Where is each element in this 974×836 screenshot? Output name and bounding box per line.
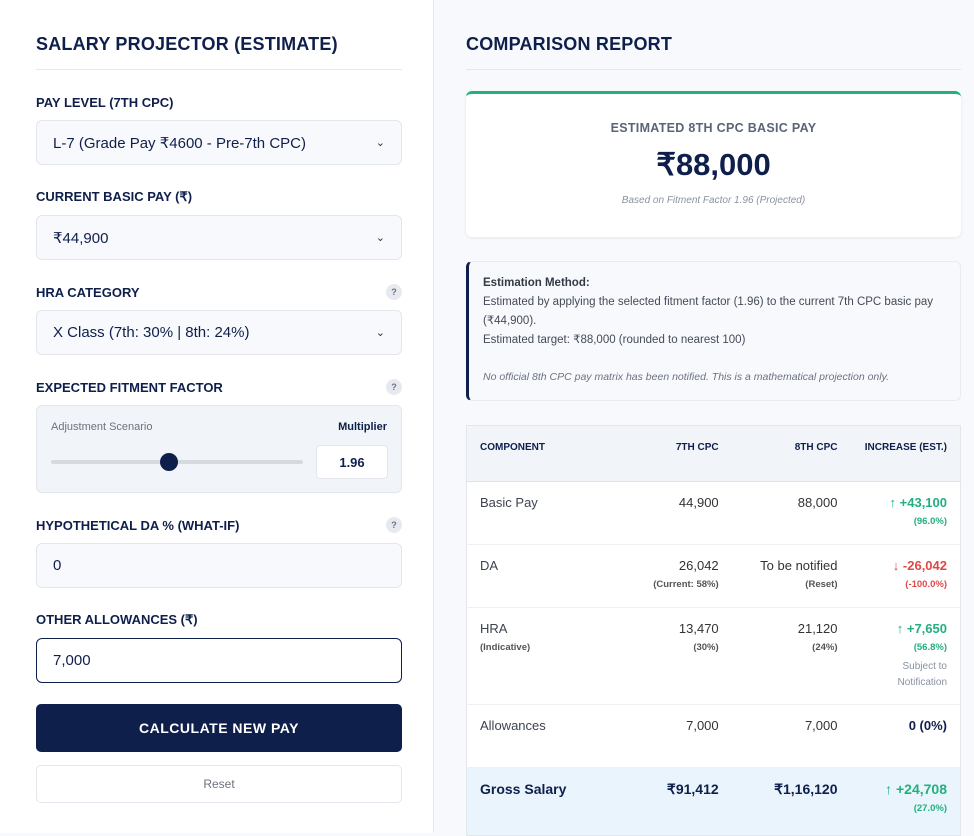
method-heading: Estimation Method: [483, 277, 590, 289]
help-icon[interactable]: ? [386, 517, 402, 533]
increase-pct: (-100.0%) [905, 579, 947, 590]
comparison-table: COMPONENT 7TH CPC 8TH CPC INCREASE (EST.… [466, 425, 961, 836]
label-text: EXPECTED FITMENT FACTOR [36, 379, 223, 395]
reset-button[interactable]: Reset [36, 765, 402, 803]
method-line: Estimated by applying the selected fitme… [483, 296, 934, 327]
fitment-factor-box: Adjustment Scenario Multiplier 1.96 [36, 405, 402, 493]
col-7th: 7TH CPC [626, 425, 732, 482]
hra-category-label: HRA CATEGORY? [36, 284, 402, 300]
cell-name: HRA (Indicative) [466, 607, 627, 705]
cell-name: Gross Salary [466, 767, 627, 836]
card-title: ESTIMATED 8TH CPC BASIC PAY [610, 121, 817, 135]
increase-value: ↓ -26,042 [892, 558, 947, 573]
basic-pay-select[interactable]: ₹44,900 ⌄ [36, 215, 402, 260]
table-row: HRA (Indicative) 13,470 (30%) 21,120 (24%) … [466, 607, 961, 705]
pay-level-select[interactable]: L-7 (Grade Pay ₹4600 - Pre-7th CPC) ⌄ [36, 120, 402, 165]
notification-note: Subject to Notification [897, 661, 947, 688]
subtext: (24%) [812, 642, 838, 653]
selected-value: X Class (7th: 30% | 8th: 24%) [53, 324, 250, 341]
cell-increase: ↑ +43,100 (96.0%) [850, 481, 961, 545]
cell-7th: 13,470 (30%) [626, 607, 732, 705]
report-title: COMPARISON REPORT [466, 34, 961, 70]
estimated-pay-value: ₹88,000 [656, 147, 771, 182]
label-text: OTHER ALLOWANCES (₹) [36, 612, 198, 627]
table-row: Basic Pay 44,900 88,000 ↑ +43,100 (96.0%) [466, 481, 961, 545]
cell-increase: 0 (0%) [850, 704, 961, 768]
table-row: DA 26,042 (Current: 58%) To be notified (R… [466, 544, 961, 608]
basic-pay-label: CURRENT BASIC PAY (₹) [36, 189, 402, 205]
allowances-input[interactable]: 7,000 [36, 638, 402, 683]
subtext: (Current: 58%) [653, 579, 719, 590]
col-increase: INCREASE (EST.) [850, 425, 961, 482]
pay-level-label: PAY LEVEL (7TH CPC) [36, 94, 402, 110]
method-line: Estimated target: ₹88,000 (rounded to ne… [483, 334, 746, 346]
label-text: CURRENT BASIC PAY (₹) [36, 189, 193, 204]
da-label: HYPOTHETICAL DA % (WHAT-IF)? [36, 517, 402, 533]
cell-name: Basic Pay [466, 481, 627, 545]
col-8th: 8TH CPC [731, 425, 851, 482]
cell-8th: 21,120 (24%) [731, 607, 851, 705]
increase-value: ↑ +24,708 [885, 781, 947, 797]
subtext: (30%) [693, 642, 719, 653]
cell-8th: To be notified (Reset) [731, 544, 851, 608]
multiplier-input[interactable]: 1.96 [316, 445, 388, 479]
cell-increase: ↑ +7,650 (56.8%) Subject to Notification [850, 607, 961, 705]
increase-pct: (96.0%) [913, 516, 947, 527]
help-icon[interactable]: ? [386, 379, 402, 395]
col-component: COMPONENT [466, 425, 627, 482]
cell-7th: ₹91,412 [626, 767, 732, 836]
hra-category-select[interactable]: X Class (7th: 30% | 8th: 24%) ⌄ [36, 310, 402, 355]
estimation-method-box: Estimation Method: Estimated by applying… [466, 261, 961, 401]
selected-value: ₹44,900 [53, 229, 109, 247]
disclaimer: No official 8th CPC pay matrix has been … [483, 371, 889, 383]
scenario-label: Adjustment Scenario [51, 421, 153, 433]
chevron-down-icon: ⌄ [375, 232, 385, 244]
cell-7th: 44,900 [626, 481, 732, 545]
card-note: Based on Fitment Factor 1.96 (Projected) [621, 195, 806, 206]
cell-name: DA [466, 544, 627, 608]
subtext: (Reset) [805, 579, 838, 590]
increase-value: ↑ +7,650 [896, 621, 947, 636]
cell-7th: 26,042 (Current: 58%) [626, 544, 732, 608]
cell-8th: 88,000 [731, 481, 851, 545]
multiplier-label: Multiplier [338, 421, 387, 433]
label-text: HRA CATEGORY [36, 284, 140, 300]
salary-projector-panel: SALARY PROJECTOR (ESTIMATE) PAY LEVEL (7… [0, 0, 434, 833]
comparison-report-panel: COMPARISON REPORT ESTIMATED 8TH CPC BASI… [434, 0, 974, 836]
value: 21,120 [797, 621, 838, 636]
chevron-down-icon: ⌄ [375, 327, 385, 339]
estimated-pay-card: ESTIMATED 8TH CPC BASIC PAY ₹88,000 Base… [466, 91, 961, 237]
increase-value: ↑ +43,100 [889, 495, 947, 510]
cell-8th: 7,000 [731, 704, 851, 768]
table-row-gross: Gross Salary ₹91,412 ₹1,16,120 ↑ +24,708… [466, 767, 961, 836]
allowances-label: OTHER ALLOWANCES (₹) [36, 612, 402, 628]
label-text: HYPOTHETICAL DA % (WHAT-IF) [36, 517, 240, 533]
fitment-slider-thumb[interactable] [160, 453, 179, 471]
cell-name: Allowances [466, 704, 627, 768]
cell-7th: 7,000 [626, 704, 732, 768]
calculate-button[interactable]: CALCULATE NEW PAY [36, 704, 402, 752]
help-icon[interactable]: ? [386, 284, 402, 300]
table-header: COMPONENT 7TH CPC 8TH CPC INCREASE (EST.… [466, 425, 961, 482]
cell-8th: ₹1,16,120 [731, 767, 851, 836]
value: HRA [480, 621, 508, 636]
cell-increase: ↓ -26,042 (-100.0%) [850, 544, 961, 608]
fitment-factor-label: EXPECTED FITMENT FACTOR? [36, 379, 402, 395]
cell-increase: ↑ +24,708 (27.0%) [850, 767, 961, 836]
value: 26,042 [678, 558, 719, 573]
chevron-down-icon: ⌄ [375, 137, 385, 149]
increase-pct: (27.0%) [913, 803, 947, 814]
da-input[interactable]: 0 [36, 543, 402, 588]
increase-pct: (56.8%) [913, 642, 947, 653]
label-text: PAY LEVEL (7TH CPC) [36, 94, 174, 110]
selected-value: L-7 (Grade Pay ₹4600 - Pre-7th CPC) [53, 134, 306, 152]
value: To be notified [760, 558, 838, 573]
panel-title: SALARY PROJECTOR (ESTIMATE) [36, 34, 402, 70]
value: 13,470 [678, 621, 719, 636]
subtext: (Indicative) [480, 642, 531, 653]
table-row: Allowances 7,000 7,000 0 (0%) [466, 704, 961, 768]
